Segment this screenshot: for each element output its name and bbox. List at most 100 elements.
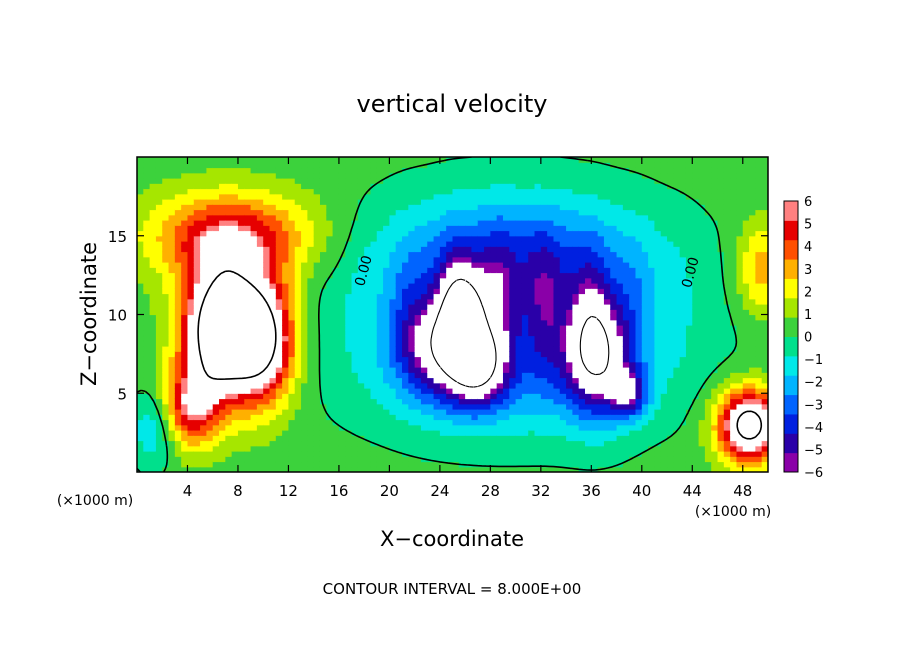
heatmap-cell <box>496 209 504 216</box>
heatmap-cell <box>301 214 308 221</box>
heatmap-cell <box>256 346 264 352</box>
heatmap-cell <box>547 256 555 263</box>
heatmap-cell <box>168 356 176 363</box>
heatmap-cell <box>458 214 466 221</box>
heatmap-cell <box>566 241 573 247</box>
heatmap-cell <box>200 272 208 279</box>
heatmap-cell <box>484 435 491 442</box>
heatmap-cell <box>578 277 586 284</box>
heatmap-cell <box>338 367 346 373</box>
heatmap-cell <box>622 304 630 310</box>
heatmap-cell <box>155 162 163 169</box>
heatmap-cell <box>282 414 290 421</box>
heatmap-cell <box>490 183 498 190</box>
heatmap-cell <box>364 340 372 347</box>
heatmap-cell <box>383 298 390 305</box>
heatmap-cell <box>250 325 258 331</box>
heatmap-cell <box>383 204 390 211</box>
heatmap-cell <box>597 235 605 242</box>
heatmap-cell <box>307 382 315 389</box>
heatmap-cell <box>351 330 359 337</box>
heatmap-cell <box>603 241 611 247</box>
heatmap-cell <box>534 183 542 190</box>
heatmap-cell <box>641 277 649 284</box>
heatmap-cell <box>509 403 517 410</box>
heatmap-cell <box>477 367 485 373</box>
heatmap-cell <box>597 178 605 184</box>
heatmap-cell <box>364 382 372 389</box>
heatmap-cell <box>137 267 144 274</box>
heatmap-cell <box>155 199 163 205</box>
heatmap-cell <box>288 356 296 363</box>
heatmap-cell <box>490 330 498 337</box>
heatmap-cell <box>465 172 473 179</box>
heatmap-cell <box>326 346 334 352</box>
heatmap-cell <box>654 309 662 316</box>
heatmap-cell <box>338 183 346 190</box>
heatmap-cell <box>547 319 555 326</box>
heatmap-cell <box>269 262 277 268</box>
heatmap-cell <box>477 304 485 310</box>
heatmap-cell <box>452 209 460 216</box>
heatmap-cell <box>237 209 245 216</box>
heatmap-cell <box>231 241 239 247</box>
heatmap-cell <box>610 162 618 169</box>
heatmap-cell <box>622 183 630 190</box>
heatmap-cell <box>395 403 403 410</box>
heatmap-cell <box>553 167 561 174</box>
heatmap-cell <box>597 267 605 274</box>
heatmap-cell <box>225 167 233 174</box>
heatmap-cell <box>502 235 510 242</box>
heatmap-cell <box>383 456 390 463</box>
heatmap-cell <box>572 167 580 174</box>
heatmap-cell <box>244 361 252 368</box>
heatmap-cell <box>566 272 573 279</box>
heatmap-cell <box>502 398 510 405</box>
heatmap-cell <box>162 388 170 394</box>
heatmap-cell <box>256 157 264 163</box>
heatmap-cell <box>591 283 599 289</box>
heatmap-cell <box>528 440 536 447</box>
heatmap-cell <box>490 466 498 472</box>
heatmap-cell <box>143 314 151 321</box>
heatmap-cell <box>603 293 611 300</box>
heatmap-cell <box>282 230 290 237</box>
heatmap-cell <box>149 382 157 389</box>
heatmap-cell <box>502 298 510 305</box>
heatmap-cell <box>635 193 643 200</box>
heatmap-cell <box>471 246 479 253</box>
heatmap-cell <box>490 461 498 468</box>
heatmap-cell <box>547 183 555 190</box>
heatmap-cell <box>465 330 473 337</box>
heatmap-cell <box>641 430 649 436</box>
heatmap-cell <box>307 309 315 316</box>
heatmap-cell <box>149 466 157 472</box>
heatmap-cell <box>282 445 290 452</box>
heatmap-cell <box>641 251 649 258</box>
heatmap-cell <box>282 235 290 242</box>
heatmap-cell <box>635 251 643 258</box>
heatmap-cell <box>635 403 643 410</box>
heatmap-cell <box>345 262 353 268</box>
heatmap-cell <box>256 193 264 200</box>
heatmap-cell <box>155 430 163 436</box>
heatmap-cell <box>534 414 542 421</box>
heatmap-cell <box>408 325 416 331</box>
heatmap-cell <box>509 398 517 405</box>
heatmap-cell <box>648 209 656 216</box>
heatmap-cell <box>219 388 226 394</box>
heatmap-cell <box>338 372 346 379</box>
heatmap-cell <box>622 225 630 232</box>
heatmap-cell <box>263 277 271 284</box>
heatmap-cell <box>648 377 656 384</box>
heatmap-cell <box>566 340 573 347</box>
heatmap-cell <box>433 393 441 400</box>
heatmap-cell <box>490 403 498 410</box>
heatmap-cell <box>540 393 548 400</box>
heatmap-cell <box>452 178 460 184</box>
heatmap-cell <box>307 183 315 190</box>
heatmap-cell <box>622 298 630 305</box>
heatmap-cell <box>395 172 403 179</box>
heatmap-cell <box>566 388 573 394</box>
heatmap-cell <box>528 277 536 284</box>
